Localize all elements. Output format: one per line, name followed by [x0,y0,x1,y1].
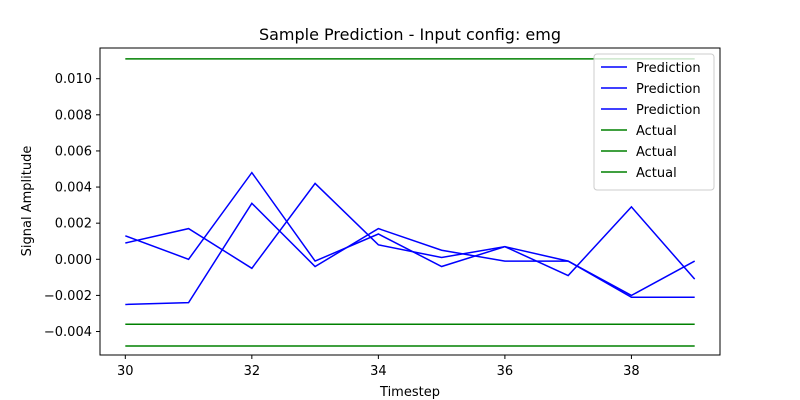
y-tick-label: 0.008 [55,108,92,123]
legend-entry-label: Prediction [636,61,701,76]
x-axis: 30 32 34 36 38 [117,355,640,379]
x-tick-label: 38 [623,364,640,379]
legend-entry-label: Prediction [636,82,701,97]
legend-entry-label: Actual [636,166,677,181]
plot-frame [99,47,721,356]
y-tick-label: −0.002 [44,289,92,304]
y-tick-label: 0.000 [55,253,92,268]
series-line-prediction-3 [125,202,696,306]
y-tick-label: −0.004 [44,325,92,340]
x-tick-label: 34 [370,364,387,379]
y-tick-label: 0.004 [55,181,92,196]
legend-entry-label: Actual [636,145,677,160]
y-tick-label: 0.006 [55,144,92,159]
y-tick-label: 0.002 [55,217,92,232]
x-tick-label: 32 [244,364,261,379]
chart-title: Sample Prediction - Input config: emg [259,25,561,44]
legend-entry-label: Prediction [636,103,701,118]
series-line-prediction-1 [125,171,695,298]
x-tick-label: 36 [497,364,514,379]
x-tick-label: 30 [117,364,134,379]
legend-entry-label: Actual [636,124,677,139]
series-line-prediction-2 [125,182,696,280]
series-layer [125,58,696,347]
y-axis-label: Signal Amplitude [20,146,35,257]
legend: Prediction Prediction Prediction Actual Actu… [593,53,715,191]
y-tick-label: 0.010 [55,72,92,87]
y-axis: −0.004 −0.002 0.000 0.002 0.004 0.006 0.008 0.0… [44,72,100,340]
x-axis-label: Timestep [379,385,440,400]
